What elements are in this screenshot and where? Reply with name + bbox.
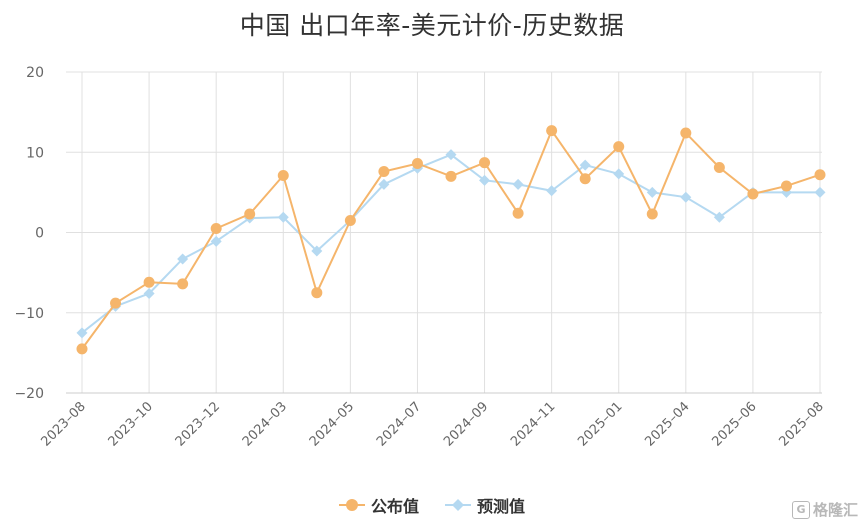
x-tick-label: 2024–05: [307, 399, 357, 449]
point-published: [378, 166, 390, 178]
point-published: [445, 170, 457, 182]
point-published: [143, 276, 155, 288]
chart-legend: 公布值 预测值: [0, 493, 864, 517]
x-tick-label: 2023–12: [173, 399, 223, 449]
point-forecast: [210, 235, 222, 247]
point-published: [680, 127, 692, 139]
point-forecast: [445, 149, 457, 161]
x-tick-label: 2024–09: [441, 399, 491, 449]
y-tick-label: 0: [35, 226, 44, 242]
x-tick-label: 2025–06: [709, 399, 759, 449]
point-forecast: [613, 168, 625, 180]
chart-title: 中国 出口年率-美元计价-历史数据: [239, 11, 625, 40]
point-forecast: [479, 174, 491, 186]
x-tick-label: 2024–07: [374, 399, 424, 449]
x-tick-label: 2024–11: [508, 399, 558, 449]
point-forecast: [646, 186, 658, 198]
watermark-text: 格隆汇: [812, 501, 858, 519]
point-forecast: [680, 191, 692, 203]
y-tick-label: −10: [14, 306, 44, 322]
point-forecast: [546, 185, 558, 197]
point-published: [613, 141, 625, 153]
point-forecast: [277, 211, 289, 223]
point-forecast: [579, 159, 591, 171]
y-tick-label: −20: [14, 386, 44, 402]
point-published: [344, 214, 356, 226]
point-published: [110, 297, 122, 309]
legend-swatch-published: [338, 499, 365, 511]
x-tick-label: 2025–04: [642, 399, 692, 449]
x-tick-label: 2024–03: [240, 399, 290, 449]
point-published: [713, 161, 725, 173]
point-forecast: [177, 253, 189, 265]
point-published: [277, 170, 289, 182]
point-forecast: [143, 287, 155, 299]
x-tick-label: 2023–08: [39, 399, 89, 449]
point-published: [311, 287, 323, 299]
point-published: [780, 180, 792, 192]
point-published: [244, 208, 256, 220]
legend-item-published[interactable]: 公布值: [338, 493, 419, 517]
line-chart: −20 −10 0 10 20 2023–08 2023–10 2023–12 2024–03 2…: [14, 65, 827, 450]
point-published: [76, 343, 88, 355]
point-published: [546, 125, 558, 137]
legend-label-published: 公布值: [370, 497, 419, 516]
legend-item-forecast[interactable]: 预测值: [445, 493, 525, 517]
point-published: [814, 169, 826, 181]
y-tick-label: 10: [26, 145, 44, 161]
legend-swatch-forecast: [445, 499, 471, 511]
point-published: [210, 222, 222, 234]
point-published: [512, 207, 524, 219]
point-forecast: [76, 327, 88, 339]
point-published: [747, 188, 759, 200]
point-published: [411, 157, 423, 169]
point-published: [479, 157, 491, 169]
point-forecast: [378, 178, 390, 190]
point-published: [646, 208, 658, 220]
point-forecast: [713, 211, 725, 223]
point-published: [177, 278, 189, 290]
point-forecast: [512, 178, 524, 190]
x-tick-label: 2023–10: [106, 399, 156, 449]
series-line-published: [81, 128, 821, 350]
point-published: [579, 173, 591, 185]
watermark: G 格隆汇: [791, 499, 858, 520]
y-tick-label: 20: [26, 65, 44, 81]
watermark-logo-icon: G: [791, 500, 810, 519]
x-tick-label: 2025–01: [575, 399, 625, 449]
point-forecast: [311, 245, 323, 257]
point-forecast: [814, 186, 826, 198]
x-tick-label: 2025–08: [777, 399, 827, 449]
legend-label-forecast: 预测值: [477, 497, 526, 516]
